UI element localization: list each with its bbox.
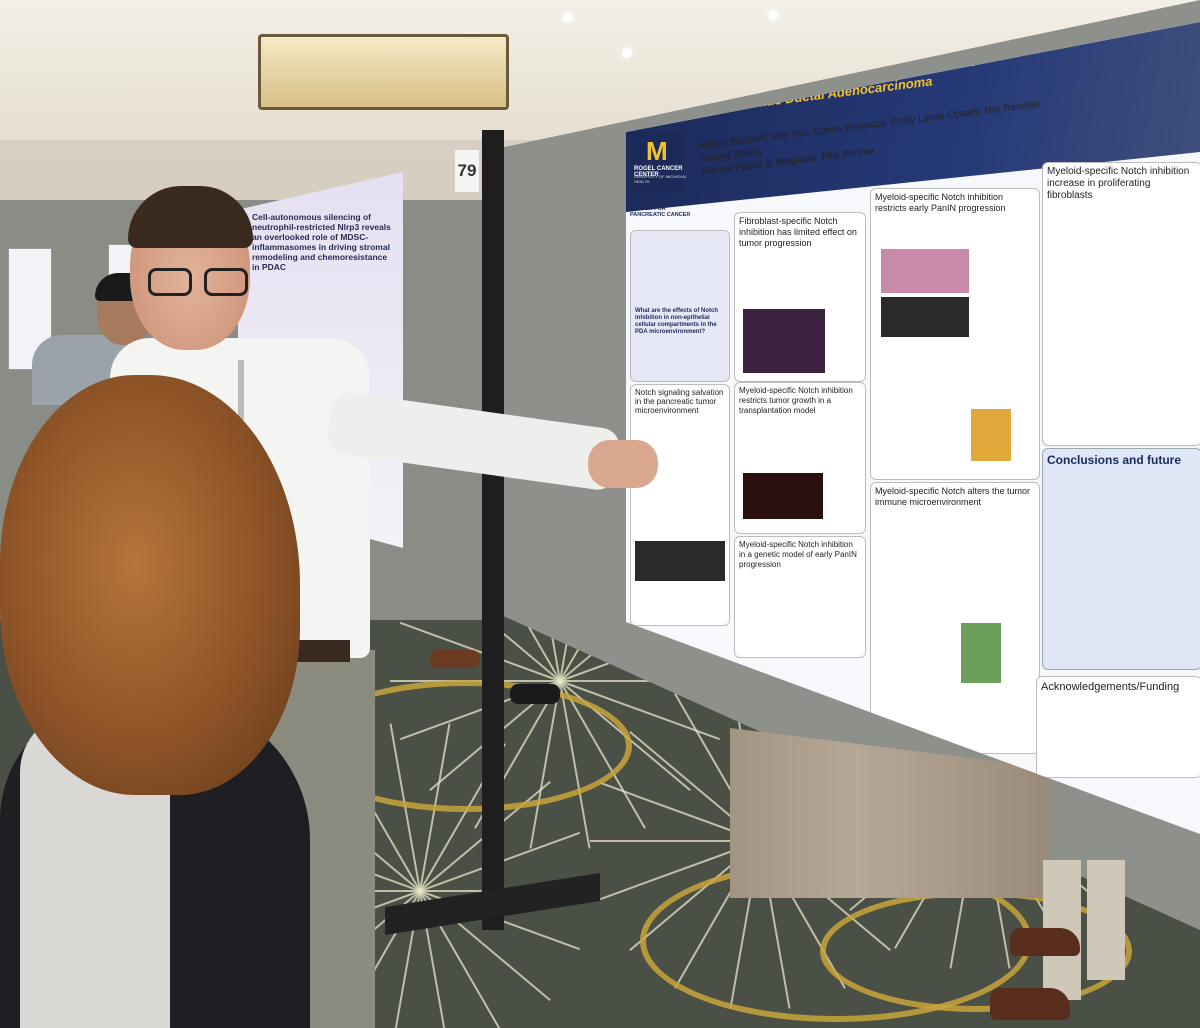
panel-myeloid-prolif: Myeloid-specific Notch inhibition increa… bbox=[1042, 162, 1200, 446]
university-logo: M ROGEL CANCER CENTER UNIVERSITY OF MICH… bbox=[632, 132, 686, 192]
microscopy-figure bbox=[635, 541, 725, 581]
ceiling-light bbox=[768, 10, 778, 20]
stacked-bar-figure bbox=[971, 409, 1011, 461]
shoe bbox=[430, 650, 480, 668]
histology-figure bbox=[881, 249, 969, 293]
panel-question-text: What are the effects of Notch inhibition… bbox=[635, 308, 719, 335]
panel-myeloid-prolif-title: Myeloid-specific Notch inhibition increa… bbox=[1047, 166, 1190, 201]
shoe bbox=[510, 684, 560, 704]
panel-genetic: Myeloid-specific Notch inhibition in a g… bbox=[734, 536, 866, 658]
leg bbox=[1087, 860, 1125, 980]
woman-curly-hair bbox=[0, 375, 300, 795]
microscopy-figure bbox=[743, 309, 825, 373]
logo-line2: UNIVERSITY OF MICHIGAN HEALTH bbox=[634, 174, 686, 184]
chandelier bbox=[258, 34, 509, 110]
presenter-lanyard bbox=[238, 360, 244, 420]
shoe bbox=[1010, 928, 1080, 956]
panel-fibroblast: Fibroblast-specific Notch inhibition has… bbox=[734, 212, 866, 382]
panel-transplant-title: Myeloid-specific Notch inhibition restri… bbox=[739, 386, 853, 415]
shoe bbox=[990, 988, 1070, 1020]
panel-salvation-title: Notch signaling salvation in the pancrea… bbox=[635, 388, 724, 415]
panel-salvation: Notch signaling salvation in the pancrea… bbox=[630, 384, 730, 626]
ceiling-light bbox=[563, 12, 573, 22]
stacked-bar-figure bbox=[961, 623, 1001, 683]
ceiling-light bbox=[622, 48, 632, 58]
panel-fibroblast-title: Fibroblast-specific Notch inhibition has… bbox=[739, 216, 857, 248]
side-poster-title: Cell-autonomous silencing of neutrophil-… bbox=[252, 212, 391, 272]
carpet-ray bbox=[560, 680, 730, 682]
attendee-legs bbox=[990, 860, 1135, 1028]
panel-genetic-title: Myeloid-specific Notch inhibition in a g… bbox=[739, 540, 857, 569]
panel-acknowledgements: Acknowledgements/Funding bbox=[1036, 676, 1200, 778]
logo-letter: M bbox=[646, 136, 668, 166]
logo-line1: ROGEL CANCER CENTER bbox=[634, 166, 683, 178]
panel-immune-title: Myeloid-specific Notch alters the tumor … bbox=[875, 486, 1031, 507]
presenter-hair bbox=[128, 186, 253, 248]
glasses-icon bbox=[148, 268, 252, 298]
panel-transplant: Myeloid-specific Notch inhibition restri… bbox=[734, 382, 866, 534]
attendee-shoes bbox=[430, 640, 560, 730]
panel-question: What are the effects of Notch inhibition… bbox=[630, 230, 730, 382]
panel-myeloid-early-title: Myeloid-specific Notch inhibition restri… bbox=[875, 192, 1006, 213]
panel-immune: Myeloid-specific Notch alters the tumor … bbox=[870, 482, 1040, 754]
center-label: ROGEL AND BLONDY CENTER FOR PANCREATIC C… bbox=[630, 200, 691, 218]
board-number: 79 bbox=[455, 150, 479, 192]
panel-conclusions: Conclusions and future bbox=[1042, 448, 1200, 670]
board-post bbox=[482, 130, 504, 930]
panel-myeloid-early: Myeloid-specific Notch inhibition restri… bbox=[870, 188, 1040, 480]
microscopy-figure bbox=[743, 473, 823, 519]
conclusions-title: Conclusions and future bbox=[1047, 453, 1182, 467]
glasses-lens bbox=[148, 268, 192, 296]
ack-title: Acknowledgements/Funding bbox=[1041, 681, 1180, 693]
presenter-hand bbox=[588, 440, 658, 488]
glasses-lens bbox=[204, 268, 248, 296]
microscopy-figure bbox=[881, 297, 969, 337]
